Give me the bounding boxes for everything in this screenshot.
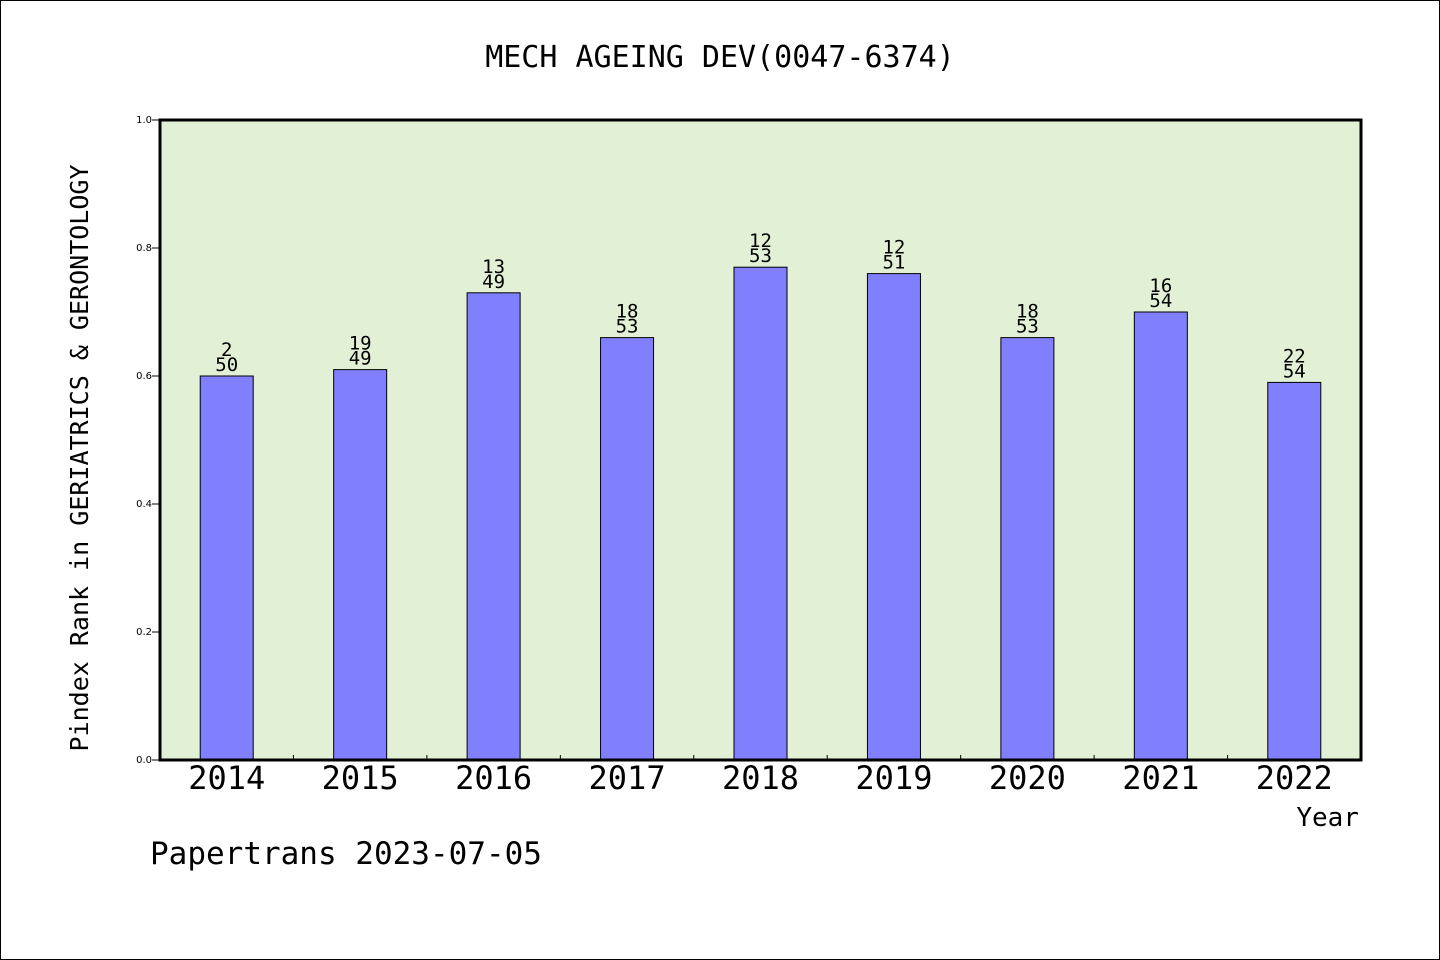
bar-total-label: 54	[1283, 360, 1306, 382]
bars	[199, 266, 1322, 761]
bar	[733, 266, 788, 761]
y-axis: 0.0 0.2 0.4 0.6 0.8 1.0	[136, 115, 160, 766]
bar-total-label: 51	[882, 252, 905, 274]
x-tick-label: 2018	[722, 759, 799, 797]
y-tick-label: 0.8	[136, 243, 152, 254]
x-tick-label: 2016	[455, 759, 532, 797]
bar-rank-label: 16	[1149, 275, 1172, 297]
bar-rank-label: 12	[749, 230, 772, 252]
bar-total-label: 50	[215, 354, 238, 376]
x-axis-label: Year	[1296, 803, 1359, 833]
x-tick-label: 2015	[322, 759, 399, 797]
bar	[866, 273, 921, 761]
bar	[600, 337, 655, 761]
x-tick-label: 2022	[1256, 759, 1333, 797]
bar-rank-label: 22	[1283, 345, 1306, 367]
y-tick-label: 1.0	[136, 115, 152, 126]
x-tick-label: 2014	[188, 759, 265, 797]
bar-rank-label: 18	[1016, 301, 1039, 323]
bar-rank-label: 13	[482, 256, 505, 278]
chart-title: MECH AGEING DEV(0047-6374)	[485, 40, 955, 75]
bar	[333, 369, 388, 761]
y-tick-label: 0.0	[136, 755, 152, 766]
bar-total-label: 49	[482, 271, 505, 293]
y-tick-label: 0.4	[136, 499, 152, 510]
plot-border	[158, 118, 1363, 762]
bar-rank-label: 18	[616, 301, 639, 323]
y-tick-label: 0.2	[136, 627, 152, 638]
y-tick-label: 0.6	[136, 371, 152, 382]
x-tick-label: 2017	[589, 759, 666, 797]
bar	[1133, 311, 1188, 761]
bar-rank-label: 2	[221, 339, 232, 361]
x-tick-label: 2020	[989, 759, 1066, 797]
footer-text: Papertrans 2023-07-05	[150, 836, 542, 872]
bar-total-label: 53	[749, 245, 772, 267]
bar-total-label: 49	[349, 348, 372, 370]
y-axis-label: Pindex Rank in GERIATRICS & GERONTOLOGY	[65, 165, 94, 752]
bar-total-label: 53	[1016, 316, 1039, 338]
bar	[1000, 337, 1055, 761]
bar-rank-label: 19	[349, 333, 372, 355]
bar-total-label: 53	[616, 316, 639, 338]
x-tick-label: 2019	[855, 759, 932, 797]
bar-rank-label: 12	[882, 237, 905, 259]
x-tick-label: 2021	[1122, 759, 1199, 797]
bar	[1267, 381, 1322, 761]
x-axis: 2014 2015 2016 2017 2018 2019 2020 2021 2022	[188, 755, 1333, 797]
bar-total-label: 54	[1149, 290, 1172, 312]
bar	[199, 375, 254, 761]
bar	[466, 292, 521, 761]
